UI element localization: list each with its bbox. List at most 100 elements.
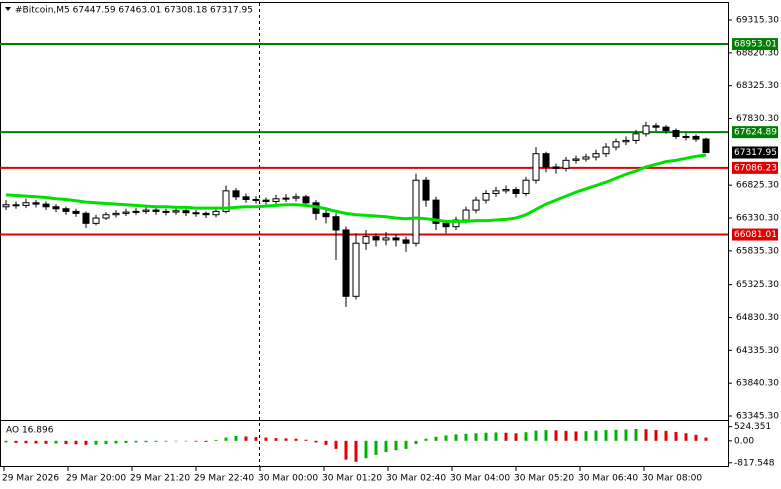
ao-bar	[514, 433, 518, 441]
candle-body	[562, 159, 570, 169]
y-tick-label: 68325.30	[736, 81, 779, 91]
moving-average	[5, 153, 707, 223]
candle-body	[152, 209, 160, 212]
ao-bar	[14, 440, 18, 443]
x-tick-label: 29 Mar 2026	[2, 474, 59, 484]
candle-body	[342, 229, 350, 297]
candle-body	[102, 214, 110, 219]
ao-bar	[294, 438, 298, 441]
y-tick-label: 64830.30	[736, 313, 779, 323]
ao-bar	[534, 430, 538, 441]
ao-bar	[644, 429, 648, 441]
candle-body	[692, 135, 700, 140]
ao-bar	[224, 437, 228, 441]
ao-bar	[524, 432, 528, 441]
x-tick-label: 29 Mar 21:20	[130, 474, 190, 484]
y-tick-label: 64335.30	[736, 346, 779, 356]
x-tick-label: 30 Mar 00:00	[258, 474, 318, 484]
ao-bar	[304, 439, 308, 441]
candle-body	[672, 129, 680, 137]
candle-body	[322, 212, 330, 218]
candle-body	[372, 236, 380, 241]
candle-body	[2, 204, 10, 208]
ao-bar	[554, 430, 558, 441]
candle-body	[532, 153, 540, 181]
candle-body	[462, 209, 470, 221]
ao-bar	[484, 432, 488, 441]
candle-body	[72, 210, 80, 214]
level-tag	[732, 38, 778, 51]
candle-body	[112, 212, 120, 216]
ao-bar	[594, 430, 598, 441]
candle-body	[52, 206, 60, 210]
dropdown-icon[interactable]	[5, 7, 11, 11]
candle-body	[642, 125, 650, 135]
ao-bar	[704, 437, 708, 441]
chart-title: #Bitcoin,M5 67447.59 67463.01 67308.18 6…	[15, 6, 253, 16]
candle-body	[612, 141, 620, 148]
x-tick-label: 30 Mar 02:40	[386, 474, 446, 484]
candle-body	[512, 189, 520, 194]
ao-bar	[694, 434, 698, 441]
ao-bar	[244, 436, 248, 441]
last-price-tag	[732, 146, 778, 159]
ao-bar	[414, 440, 418, 445]
ao-bar	[494, 432, 498, 441]
candle-body	[192, 212, 200, 215]
ao-bar	[314, 440, 318, 443]
y-tick-label: 0.00	[734, 436, 754, 446]
ao-bar	[174, 440, 178, 442]
x-tick-label: 30 Mar 06:40	[578, 474, 638, 484]
ao-bar	[384, 440, 388, 453]
candle-body	[292, 196, 300, 199]
level-tag	[732, 161, 778, 174]
candle-body	[42, 203, 50, 208]
y-tick-label: 67830.30	[736, 114, 779, 124]
ao-bar	[504, 432, 508, 441]
candle-body	[552, 166, 560, 169]
y-tick-label: 66825.30	[736, 181, 779, 191]
ao-bar	[674, 431, 678, 441]
ao-bar	[604, 430, 608, 441]
ao-bar	[434, 436, 438, 441]
ao-bar	[274, 438, 278, 441]
ao-bar	[184, 440, 188, 442]
ao-bar	[334, 440, 338, 449]
candle-body	[392, 237, 400, 241]
candle-body	[12, 204, 20, 207]
ao-bar	[464, 433, 468, 441]
ao-bar	[424, 438, 428, 441]
ao-bar	[44, 440, 48, 444]
candle-body	[412, 179, 420, 244]
last-price-label: 67317.95	[734, 148, 777, 158]
ao-bar	[364, 440, 368, 459]
candle-body	[22, 202, 30, 206]
ao-bar	[474, 433, 478, 441]
ao-bar	[344, 440, 348, 460]
ao-bar	[574, 431, 578, 441]
ao-bar	[134, 440, 138, 443]
ao-bar	[194, 440, 198, 442]
candle-body	[82, 212, 90, 224]
x-tick-label: 30 Mar 08:00	[642, 474, 702, 484]
ao-bar	[624, 429, 628, 441]
ao-bar	[444, 435, 448, 441]
candle-body	[422, 179, 430, 201]
ao-bar	[54, 440, 58, 444]
ao-bar	[84, 440, 88, 445]
candle-body	[142, 209, 150, 212]
indicator-label: AO 16.896	[6, 426, 54, 436]
ao-bar	[114, 440, 118, 444]
candle-body	[272, 198, 280, 202]
candle-body	[242, 196, 250, 200]
candle-body	[362, 236, 370, 244]
candle-body	[212, 210, 220, 216]
ao-bar	[104, 440, 108, 445]
candle-body	[652, 125, 660, 128]
candle-body	[122, 211, 130, 214]
ao-bar	[124, 440, 128, 443]
candle-body	[262, 199, 270, 202]
ao-bar	[454, 434, 458, 441]
candle-body	[702, 138, 710, 154]
